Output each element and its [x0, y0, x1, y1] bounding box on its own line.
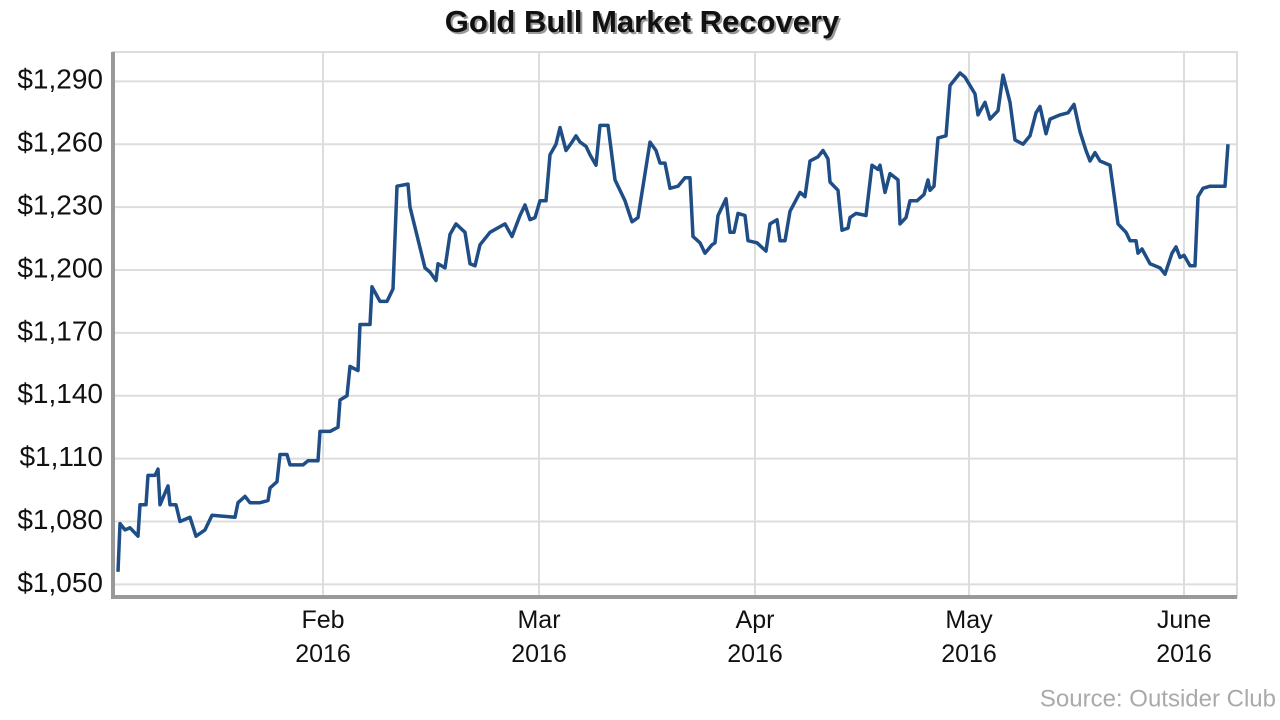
x-tick-label: May 2016: [941, 606, 997, 668]
y-tick-label: $1,080: [17, 504, 103, 535]
x-tick-label: Mar 2016: [511, 606, 567, 668]
y-tick-label: $1,230: [17, 190, 103, 221]
x-tick-label: Apr 2016: [727, 606, 783, 668]
chart-title-shadow: Gold Bull Market Recovery: [447, 6, 842, 41]
y-tick-label: $1,050: [17, 567, 103, 598]
y-tick-label: $1,200: [17, 252, 103, 283]
chart-title: Gold Bull Market Recovery: [445, 4, 840, 39]
x-tick-label: June 2016: [1156, 606, 1212, 668]
source-note: Source: Outsider Club: [1040, 685, 1276, 712]
y-tick-label: $1,260: [17, 127, 103, 158]
x-tick-label: Feb 2016: [295, 606, 351, 668]
price-line: [116, 71, 1230, 572]
y-tick-label: $1,140: [17, 378, 103, 409]
y-tick-label: $1,170: [17, 315, 103, 346]
plot-area: [112, 51, 1238, 598]
y-tick-label: $1,290: [17, 64, 103, 95]
y-tick-label: $1,110: [19, 441, 103, 472]
